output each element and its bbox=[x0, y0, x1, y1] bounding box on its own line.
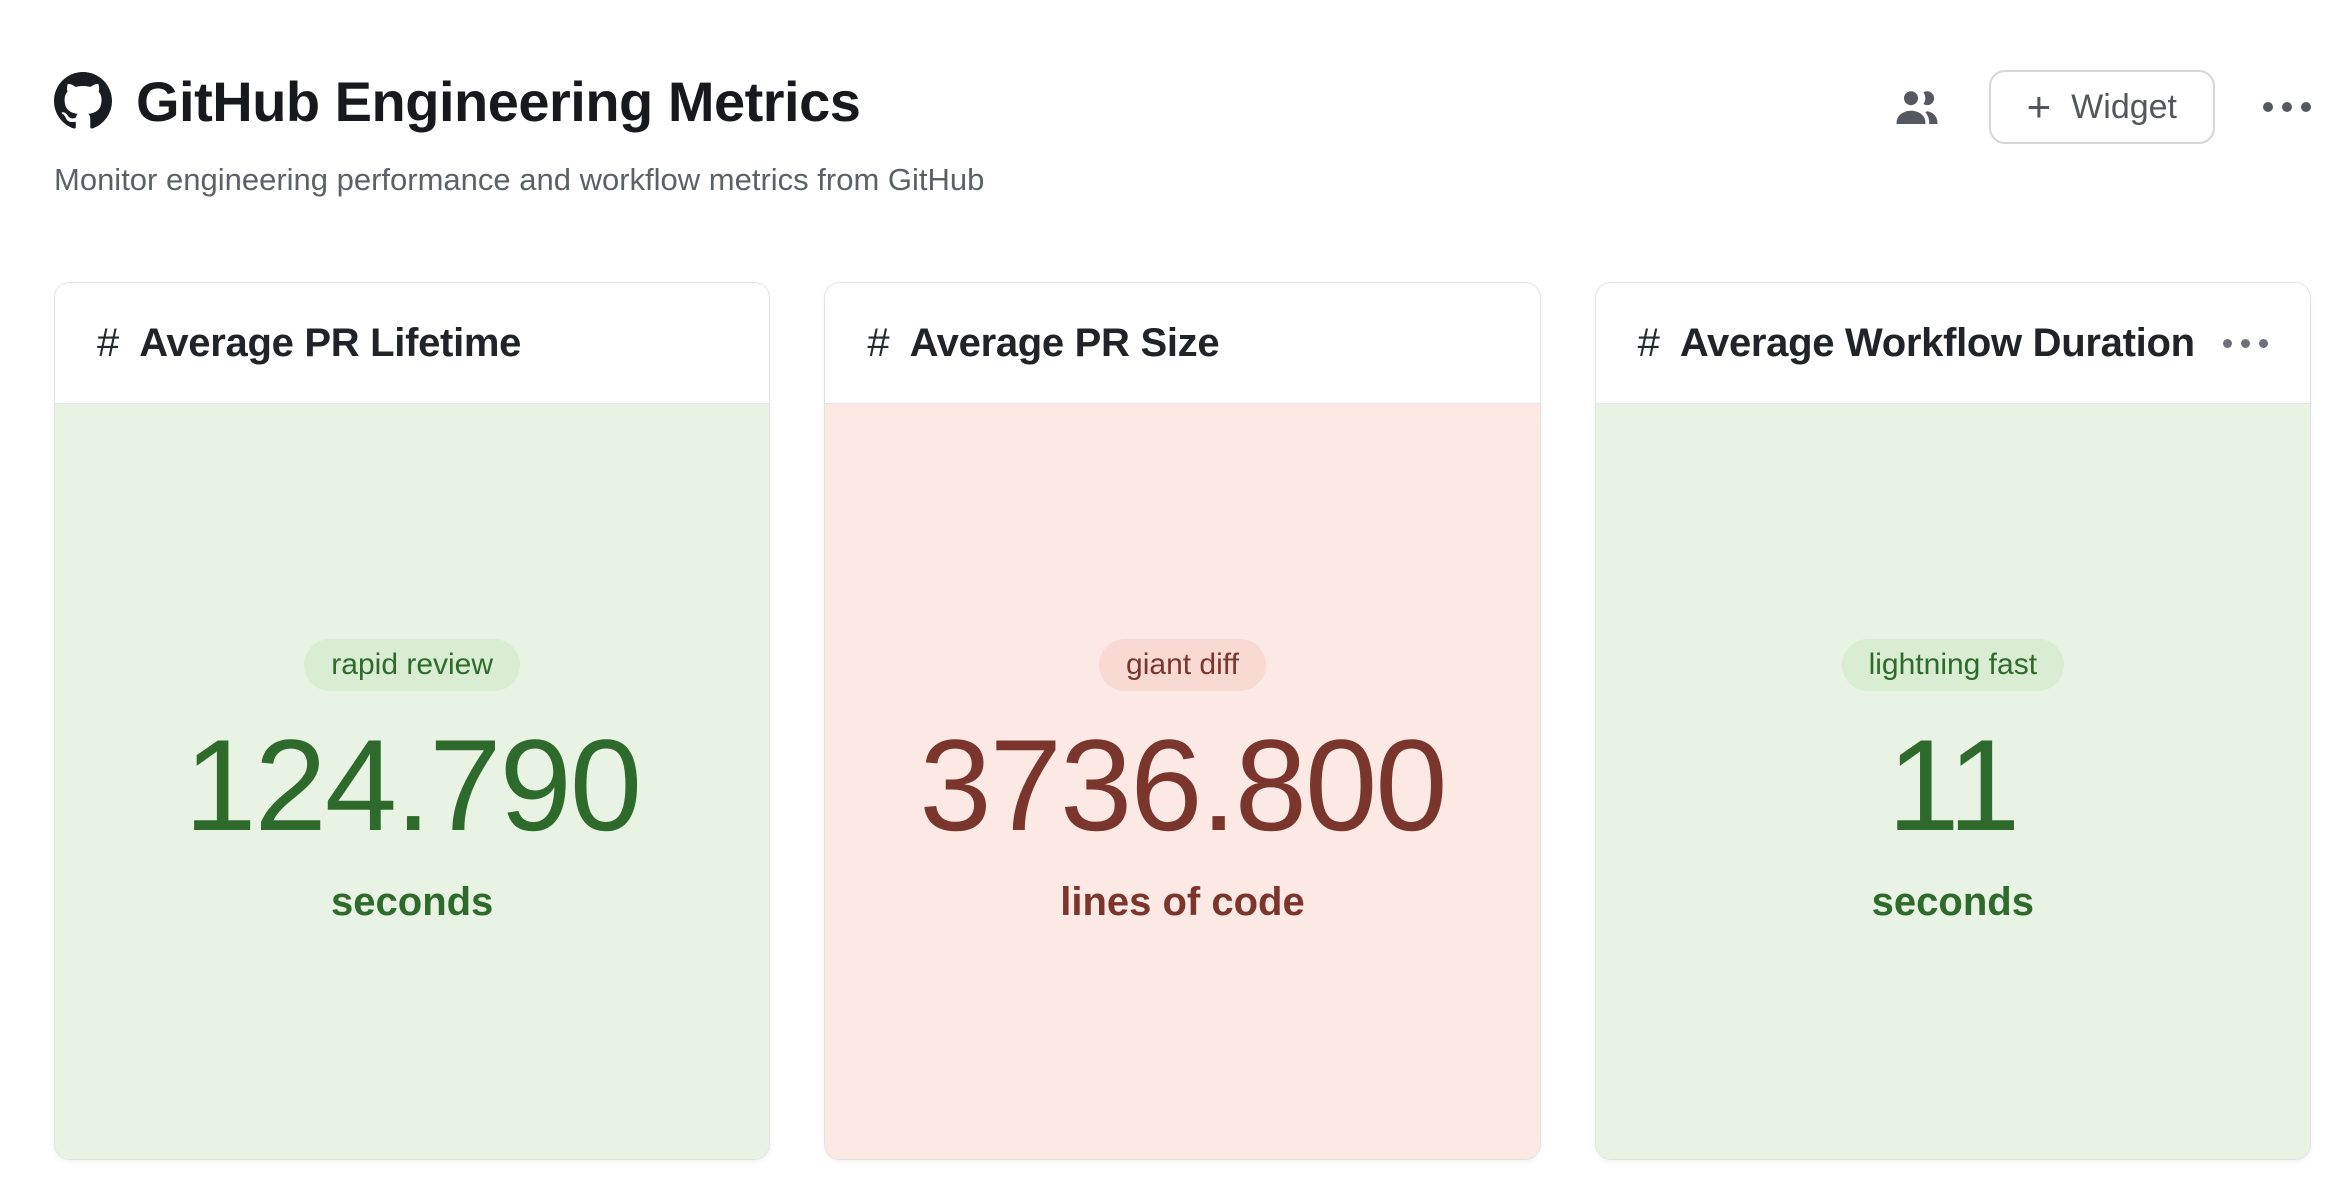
hash-icon: # bbox=[97, 320, 120, 365]
status-badge: lightning fast bbox=[1841, 638, 2065, 691]
people-icon bbox=[1896, 91, 1938, 124]
status-badge: rapid review bbox=[304, 638, 521, 691]
metric-unit: seconds bbox=[331, 879, 494, 924]
github-logo-icon bbox=[54, 72, 112, 130]
metric-card-average-workflow-duration: # Average Workflow Duration lightning fa… bbox=[1594, 282, 2311, 1160]
card-title: Average PR Size bbox=[909, 320, 1220, 365]
metric-value: 3736.800 bbox=[919, 712, 1447, 858]
card-header: # Average PR Lifetime bbox=[55, 283, 770, 404]
card-body: rapid review 124.790 seconds bbox=[55, 404, 770, 1159]
metric-value: 124.790 bbox=[184, 712, 642, 858]
status-badge: giant diff bbox=[1099, 638, 1266, 691]
card-title: Average PR Lifetime bbox=[139, 320, 522, 365]
dashboard-header: GitHub Engineering Metrics Monitor engin… bbox=[54, 62, 2311, 204]
collaborators-button[interactable] bbox=[1893, 83, 1941, 131]
page-subtitle: Monitor engineering performance and work… bbox=[54, 162, 985, 197]
metric-value: 11 bbox=[1887, 712, 2020, 858]
card-header: # Average PR Size bbox=[825, 283, 1540, 404]
metric-unit: lines of code bbox=[1060, 879, 1305, 924]
ellipsis-icon bbox=[2263, 102, 2311, 112]
metric-unit: seconds bbox=[1871, 879, 2034, 924]
card-more-button[interactable] bbox=[2222, 338, 2268, 348]
add-widget-label: Widget bbox=[2071, 87, 2177, 126]
plus-icon: + bbox=[2026, 83, 2052, 130]
metric-cards-row: # Average PR Lifetime rapid review 124.7… bbox=[54, 282, 2311, 1160]
card-header: # Average Workflow Duration bbox=[1595, 283, 2310, 404]
header-actions: + Widget bbox=[1893, 70, 2311, 144]
metric-card-average-pr-lifetime: # Average PR Lifetime rapid review 124.7… bbox=[54, 282, 771, 1160]
dashboard-more-button[interactable] bbox=[2263, 102, 2311, 112]
add-widget-button[interactable]: + Widget bbox=[1988, 70, 2215, 144]
hash-icon: # bbox=[867, 320, 890, 365]
ellipsis-icon bbox=[2222, 338, 2268, 348]
header-left: GitHub Engineering Metrics Monitor engin… bbox=[54, 62, 984, 204]
hash-icon: # bbox=[1637, 320, 1660, 365]
card-body: lightning fast 11 seconds bbox=[1595, 404, 2310, 1159]
page-title: GitHub Engineering Metrics bbox=[136, 69, 861, 133]
metric-card-average-pr-size: # Average PR Size giant diff 3736.800 li… bbox=[824, 282, 1541, 1160]
card-body: giant diff 3736.800 lines of code bbox=[825, 404, 1540, 1159]
card-title: Average Workflow Duration bbox=[1679, 320, 2195, 365]
